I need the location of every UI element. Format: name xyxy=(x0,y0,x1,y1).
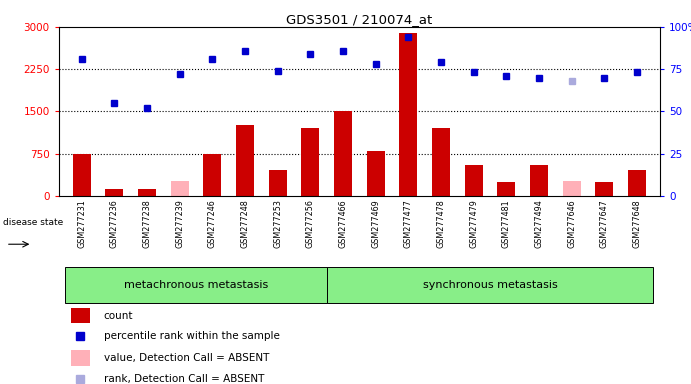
Bar xyxy=(628,170,646,196)
Text: GSM277481: GSM277481 xyxy=(502,199,511,248)
Text: GSM277253: GSM277253 xyxy=(273,199,282,248)
Bar xyxy=(105,189,123,196)
Text: disease state: disease state xyxy=(3,218,63,227)
Bar xyxy=(399,33,417,196)
Bar xyxy=(269,170,287,196)
Text: metachronous metastasis: metachronous metastasis xyxy=(124,280,268,290)
Text: GSM277256: GSM277256 xyxy=(306,199,315,248)
Text: GSM277479: GSM277479 xyxy=(469,199,478,248)
Text: GSM277647: GSM277647 xyxy=(600,199,609,248)
Bar xyxy=(464,165,482,196)
Text: GSM277246: GSM277246 xyxy=(208,199,217,248)
Bar xyxy=(70,308,90,323)
Bar xyxy=(432,128,450,196)
Text: GSM277231: GSM277231 xyxy=(77,199,86,248)
Bar xyxy=(171,180,189,196)
Bar xyxy=(70,350,90,366)
Bar xyxy=(530,165,548,196)
Bar xyxy=(73,154,91,196)
Bar xyxy=(562,180,580,196)
Text: GSM277248: GSM277248 xyxy=(240,199,249,248)
Bar xyxy=(498,182,515,196)
Text: value, Detection Call = ABSENT: value, Detection Call = ABSENT xyxy=(104,353,269,363)
Text: GSM277239: GSM277239 xyxy=(175,199,184,248)
Text: rank, Detection Call = ABSENT: rank, Detection Call = ABSENT xyxy=(104,374,264,384)
Text: GSM277478: GSM277478 xyxy=(437,199,446,248)
Text: GSM277466: GSM277466 xyxy=(339,199,348,248)
Bar xyxy=(65,267,327,303)
Text: GSM277236: GSM277236 xyxy=(110,199,119,248)
Text: count: count xyxy=(104,311,133,321)
Bar xyxy=(596,182,614,196)
Text: GSM277477: GSM277477 xyxy=(404,199,413,248)
Text: percentile rank within the sample: percentile rank within the sample xyxy=(104,331,280,341)
Text: GSM277238: GSM277238 xyxy=(142,199,151,248)
Bar xyxy=(138,189,156,196)
Bar xyxy=(327,267,654,303)
Title: GDS3501 / 210074_at: GDS3501 / 210074_at xyxy=(286,13,433,26)
Text: GSM277646: GSM277646 xyxy=(567,199,576,248)
Bar xyxy=(367,151,385,196)
Text: synchronous metastasis: synchronous metastasis xyxy=(423,280,558,290)
Text: GSM277494: GSM277494 xyxy=(535,199,544,248)
Bar xyxy=(334,111,352,196)
Bar xyxy=(301,128,319,196)
Text: GSM277648: GSM277648 xyxy=(632,199,641,248)
Text: GSM277469: GSM277469 xyxy=(371,199,380,248)
Bar xyxy=(203,154,221,196)
Bar xyxy=(236,126,254,196)
